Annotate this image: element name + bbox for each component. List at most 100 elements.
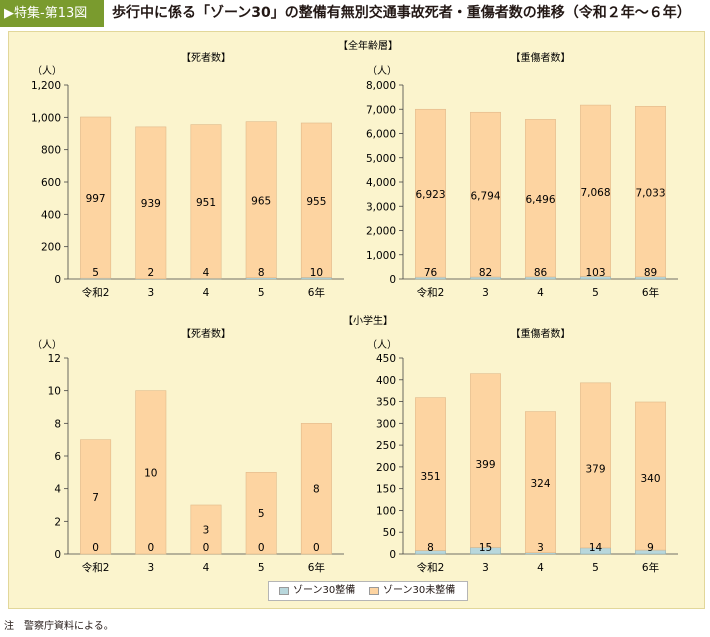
y-tick-label: 8	[54, 418, 61, 430]
x-tick-label: 4	[537, 287, 544, 299]
x-tick-label: 4	[203, 562, 210, 574]
figure-header: ▶特集-第13図 歩行中に係る「ゾーン30」の整備有無別交通事故死者・重傷者数の…	[0, 0, 710, 27]
x-tick-label: 令和2	[82, 561, 110, 574]
data-label-non-zone30: 351	[420, 471, 440, 483]
chart-title: 【重傷者数】	[511, 327, 571, 340]
bar-non-zone30	[80, 116, 112, 279]
x-tick-label: 5	[258, 287, 265, 299]
bar-non-zone30	[525, 119, 556, 278]
y-tick-label: 3,000	[366, 201, 396, 213]
data-label-zone30: 15	[479, 542, 492, 554]
x-tick-label: 3	[482, 287, 489, 299]
y-tick-label: 50	[383, 527, 396, 539]
footnote: 注 警察庁資料による。	[4, 621, 114, 632]
bar-non-zone30	[635, 105, 666, 278]
data-label-zone30: 2	[147, 267, 154, 279]
data-label-non-zone30: 6,923	[415, 189, 445, 201]
data-label-non-zone30: 951	[196, 197, 216, 209]
data-label-zone30: 14	[589, 542, 603, 554]
chart-title: 【死者数】	[181, 327, 231, 340]
bar-non-zone30	[190, 124, 222, 279]
data-label-zone30: 0	[203, 542, 210, 554]
data-label-zone30: 0	[92, 542, 99, 554]
x-tick-label: 5	[592, 287, 599, 299]
y-tick-label: 0	[389, 549, 396, 561]
data-label-non-zone30: 939	[141, 198, 161, 210]
x-tick-label: 6年	[308, 561, 325, 574]
y-tick-label: 7,000	[366, 104, 396, 116]
y-tick-label: 2,000	[366, 226, 396, 238]
bar-non-zone30	[470, 373, 501, 548]
y-tick-label: 0	[389, 274, 396, 286]
y-tick-label: 400	[376, 375, 396, 387]
legend-label-non-zone30: ゾーン30未整備	[383, 585, 456, 596]
data-label-non-zone30: 324	[530, 478, 550, 490]
data-label-zone30: 10	[310, 267, 323, 279]
y-tick-label: 200	[376, 462, 396, 474]
unit-label: （人）	[32, 339, 62, 351]
x-tick-label: 3	[147, 287, 154, 299]
y-tick-label: 12	[48, 353, 61, 365]
y-tick-label: 1,000	[366, 250, 396, 262]
data-label-non-zone30: 965	[251, 195, 271, 207]
bar-non-zone30	[245, 472, 277, 555]
data-label-zone30: 0	[147, 542, 154, 554]
y-tick-label: 6	[54, 451, 61, 463]
bar-non-zone30	[190, 504, 222, 555]
unit-label: （人）	[32, 65, 62, 77]
data-label-non-zone30: 7,068	[580, 187, 610, 199]
bar-non-zone30	[135, 126, 167, 279]
bar-non-zone30	[580, 382, 611, 549]
legend-label-zone30: ゾーン30整備	[293, 585, 356, 596]
x-tick-label: 4	[203, 287, 210, 299]
y-tick-label: 10	[48, 386, 61, 398]
bar-non-zone30	[525, 411, 556, 553]
y-tick-label: 0	[54, 549, 61, 561]
data-label-zone30: 8	[427, 542, 434, 554]
figure-badge: ▶特集-第13図	[0, 0, 104, 27]
figure-title: 歩行中に係る「ゾーン30」の整備有無別交通事故死者・重傷者数の推移（令和２年～６…	[112, 5, 691, 21]
unit-label: （人）	[367, 65, 397, 77]
x-tick-label: 3	[482, 562, 489, 574]
y-tick-label: 1,000	[31, 112, 61, 124]
data-label-zone30: 4	[203, 267, 210, 279]
bar-non-zone30	[470, 111, 501, 278]
x-tick-label: 6年	[642, 286, 659, 299]
group-title-elementary: 【小学生】	[343, 314, 393, 327]
data-label-non-zone30: 5	[258, 508, 265, 520]
data-label-non-zone30: 6,496	[525, 194, 555, 206]
y-tick-label: 150	[376, 484, 396, 496]
data-label-zone30: 86	[534, 267, 548, 279]
x-tick-label: 令和2	[82, 286, 110, 299]
data-label-zone30: 82	[479, 267, 492, 279]
data-label-non-zone30: 340	[640, 473, 660, 485]
y-tick-label: 5,000	[366, 153, 396, 165]
data-label-non-zone30: 3	[203, 525, 210, 537]
unit-label: （人）	[367, 339, 397, 351]
x-tick-label: 5	[592, 562, 599, 574]
bar-non-zone30	[415, 108, 446, 278]
bar-non-zone30	[245, 121, 277, 279]
x-tick-label: 5	[258, 562, 265, 574]
bar-non-zone30	[580, 104, 611, 277]
y-tick-label: 800	[41, 145, 61, 157]
data-label-non-zone30: 10	[144, 467, 157, 479]
y-tick-label: 4	[54, 484, 61, 496]
x-tick-label: 6年	[308, 286, 325, 299]
data-label-zone30: 0	[258, 542, 265, 554]
y-tick-label: 2	[54, 516, 61, 528]
data-label-zone30: 8	[258, 267, 265, 279]
y-tick-label: 8,000	[366, 80, 396, 92]
y-tick-label: 300	[376, 418, 396, 430]
y-tick-label: 1,200	[31, 80, 61, 92]
x-tick-label: 3	[147, 562, 154, 574]
legend-swatch-zone30	[279, 587, 289, 595]
group-title-all-ages: 【全年齢層】	[338, 39, 398, 52]
x-tick-label: 令和2	[417, 286, 445, 299]
y-tick-label: 250	[376, 440, 396, 452]
data-label-zone30: 76	[424, 267, 438, 279]
x-tick-label: 令和2	[417, 561, 445, 574]
y-tick-label: 6,000	[366, 129, 396, 141]
data-label-zone30: 103	[585, 267, 605, 279]
